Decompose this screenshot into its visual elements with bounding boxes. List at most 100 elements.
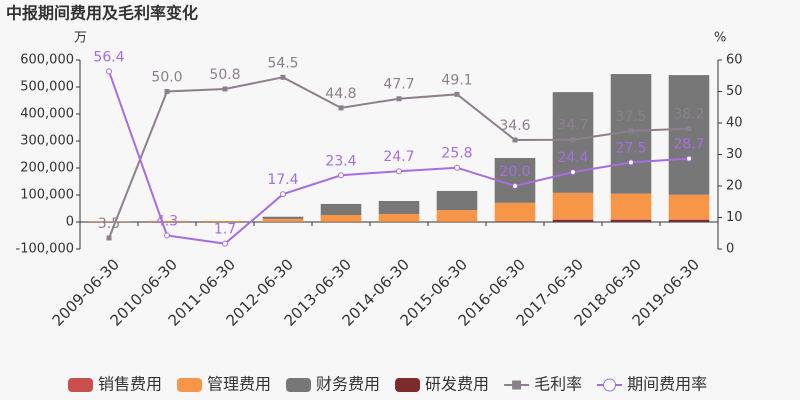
y-unit: 万 <box>74 31 87 46</box>
point <box>280 191 286 198</box>
legend-label: 期间费用率 <box>627 375 707 394</box>
point <box>222 86 228 92</box>
point <box>454 91 460 97</box>
point <box>570 169 576 176</box>
bar <box>378 200 420 214</box>
y-tick-label: 500,000 <box>20 80 74 95</box>
point <box>164 232 170 239</box>
bar <box>320 215 362 222</box>
legend-label: 管理费用 <box>207 375 271 394</box>
value-label: 24.4 <box>557 150 588 166</box>
point <box>512 183 518 189</box>
point <box>686 155 692 162</box>
bar <box>204 221 246 222</box>
value-label: 47.7 <box>383 77 414 93</box>
y2-tick-label: 30 <box>726 147 743 162</box>
bar <box>552 219 594 222</box>
value-label: 28.7 <box>673 137 704 153</box>
y2-tick-label: 40 <box>726 116 743 131</box>
legend-label: 毛利率 <box>534 375 582 394</box>
bar <box>262 216 304 219</box>
y-tick-label: 0 <box>66 215 74 230</box>
value-label: 23.4 <box>325 153 356 169</box>
y2-tick-label: 10 <box>726 210 743 225</box>
y2-unit: % <box>714 31 726 46</box>
bar <box>320 203 362 216</box>
bar <box>146 221 188 222</box>
point <box>106 68 112 75</box>
point <box>222 240 228 247</box>
bar <box>436 190 478 211</box>
y-tick-label: 400,000 <box>20 107 74 122</box>
value-label: 27.5 <box>615 140 646 156</box>
legend-label: 销售费用 <box>98 375 162 394</box>
value-label: 50.0 <box>151 70 182 86</box>
bar <box>552 192 594 220</box>
point <box>512 137 518 143</box>
bar <box>436 210 478 222</box>
value-label: 34.7 <box>557 118 588 134</box>
y-tick-label: 200,000 <box>20 161 74 176</box>
bar <box>494 221 536 222</box>
bar <box>668 219 710 220</box>
y2-tick-label: 0 <box>726 242 734 257</box>
y2-tick-label: 20 <box>726 179 743 194</box>
point <box>338 172 344 179</box>
bar <box>610 219 652 222</box>
point <box>396 168 402 175</box>
value-label: 17.4 <box>267 172 298 188</box>
value-label: 3.5 <box>98 216 120 232</box>
legend-swatch <box>395 378 421 392</box>
point <box>628 159 634 166</box>
value-label: 34.6 <box>499 118 530 134</box>
bar <box>378 213 420 222</box>
legend-swatch <box>177 378 203 392</box>
bar <box>552 219 594 220</box>
point <box>454 164 460 171</box>
bar <box>494 158 536 203</box>
value-label: 1.7 <box>214 222 236 238</box>
legend-marker <box>512 380 522 390</box>
point <box>338 105 344 111</box>
bar <box>668 75 710 195</box>
y-tick-label: 600,000 <box>20 53 74 68</box>
y-tick-label: 300,000 <box>20 134 74 149</box>
value-label: 24.7 <box>383 149 414 165</box>
legend-swatch <box>286 378 312 392</box>
legend-marker <box>603 378 617 392</box>
bar <box>668 219 710 222</box>
value-label: 37.5 <box>615 109 646 125</box>
bar <box>494 202 536 222</box>
point <box>628 128 634 134</box>
value-label: 49.1 <box>441 72 472 88</box>
bar <box>88 221 130 222</box>
y-tick-label: -100,000 <box>16 242 74 257</box>
chart-title: 中报期间费用及毛利率变化 <box>6 4 198 23</box>
point <box>164 89 170 94</box>
value-label: 44.8 <box>325 86 356 102</box>
point <box>106 235 112 241</box>
value-label: 20.0 <box>499 164 530 180</box>
value-label: 50.8 <box>209 67 240 83</box>
point <box>686 126 692 132</box>
bar <box>552 92 594 193</box>
point <box>570 137 576 143</box>
value-label: 25.8 <box>441 146 472 162</box>
bar <box>610 193 652 220</box>
value-label: 56.4 <box>93 49 124 65</box>
value-label: 38.2 <box>673 107 704 123</box>
legend-label: 研发费用 <box>425 375 489 394</box>
legend-swatch <box>68 378 93 392</box>
point <box>396 96 402 102</box>
point <box>280 74 286 80</box>
bar <box>610 219 652 220</box>
y2-tick-label: 60 <box>726 53 743 68</box>
bar <box>668 194 710 220</box>
y-tick-label: 100,000 <box>20 188 74 203</box>
legend-label: 财务费用 <box>316 375 380 394</box>
value-label: 4.3 <box>156 213 178 229</box>
bar <box>262 218 304 222</box>
y2-tick-label: 50 <box>726 84 743 99</box>
value-label: 54.5 <box>267 55 298 71</box>
